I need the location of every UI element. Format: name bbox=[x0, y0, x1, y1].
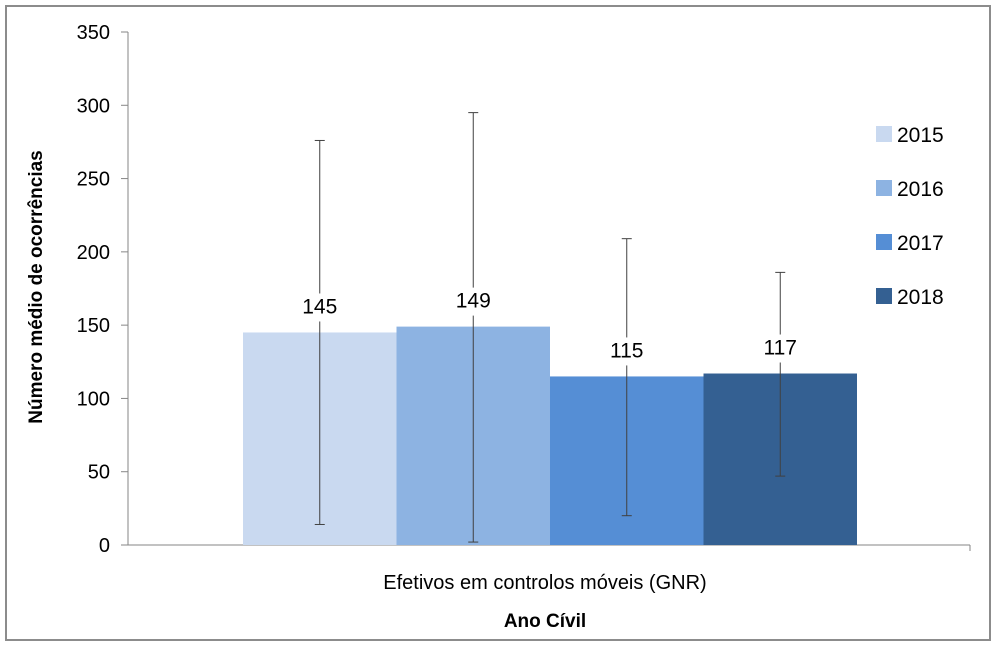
y-tick-label: 300 bbox=[77, 95, 110, 117]
y-tick-label: 200 bbox=[77, 242, 110, 264]
y-tick-label: 0 bbox=[99, 535, 110, 557]
legend: 2015 2016 2017 2018 bbox=[876, 124, 944, 309]
legend-label-2015: 2015 bbox=[897, 124, 944, 147]
y-tick-label: 350 bbox=[77, 22, 110, 44]
legend-label-2017: 2017 bbox=[897, 232, 944, 255]
data-label-2016: 149 bbox=[456, 290, 491, 313]
y-tick-label: 100 bbox=[77, 388, 110, 410]
y-tick-label: 150 bbox=[77, 315, 110, 337]
data-label-2015: 145 bbox=[302, 295, 337, 318]
category-label: Efetivos em controlos móveis (GNR) bbox=[383, 572, 706, 594]
data-label-2017: 115 bbox=[610, 339, 643, 362]
legend-label-2018: 2018 bbox=[897, 286, 944, 309]
y-axis-title: Número médio de ocorrências bbox=[26, 150, 47, 423]
x-axis-title: Ano Cívil bbox=[504, 611, 586, 632]
error-bars bbox=[314, 112, 786, 543]
y-tick-label: 50 bbox=[88, 462, 110, 484]
data-label-bg bbox=[448, 287, 499, 316]
legend-swatch-2018 bbox=[876, 288, 892, 304]
data-labels: 145 149 115 117 bbox=[294, 287, 806, 366]
legend-label-2016: 2016 bbox=[897, 178, 944, 201]
legend-swatch-2015 bbox=[876, 126, 892, 142]
data-label-bg bbox=[601, 337, 652, 366]
y-tick-label: 250 bbox=[77, 169, 110, 191]
legend-swatch-2016 bbox=[876, 180, 892, 196]
data-label-bg bbox=[755, 334, 806, 363]
data-label-bg bbox=[294, 293, 345, 322]
data-label-2018: 117 bbox=[764, 337, 797, 360]
legend-swatch-2017 bbox=[876, 234, 892, 250]
